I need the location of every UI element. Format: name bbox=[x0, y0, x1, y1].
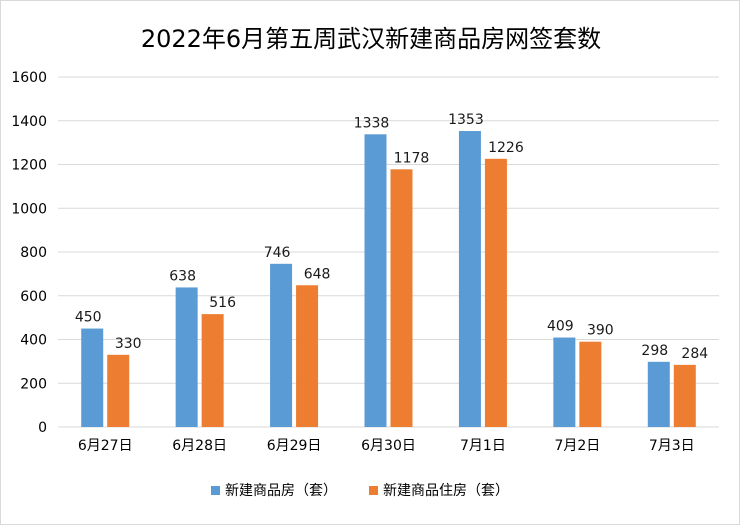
y-tick-label: 0 bbox=[38, 420, 47, 436]
chart-title: 2022年6月第五周武汉新建商品房网签套数 bbox=[140, 25, 602, 53]
x-tick-label: 6月30日 bbox=[361, 438, 416, 454]
y-tick-label: 400 bbox=[20, 333, 47, 349]
y-tick-label: 800 bbox=[20, 245, 47, 261]
bar-series-1 bbox=[647, 361, 670, 427]
gridlines bbox=[58, 76, 719, 428]
data-label: 298 bbox=[641, 343, 668, 359]
y-tick-label: 1600 bbox=[11, 70, 47, 86]
bar-series-2 bbox=[296, 285, 319, 427]
data-label: 390 bbox=[587, 323, 614, 339]
data-label: 1353 bbox=[448, 112, 484, 128]
data-label: 746 bbox=[264, 245, 291, 261]
y-axis-ticks: 0 200 400 600 800 1000 1200 1400 1600 bbox=[11, 70, 47, 436]
bar-series-1 bbox=[553, 337, 576, 427]
bar-series-2 bbox=[484, 158, 507, 427]
y-tick-label: 200 bbox=[20, 376, 47, 392]
y-tick-label: 1200 bbox=[11, 158, 47, 174]
bar-series-2 bbox=[107, 354, 130, 427]
data-label: 638 bbox=[169, 268, 196, 284]
x-axis-ticks: 6月27日 6月28日 6月29日 6月30日 7月1日 7月2日 7月3日 bbox=[78, 438, 695, 454]
x-tick-label: 7月2日 bbox=[554, 438, 600, 454]
bar-series-1 bbox=[270, 263, 293, 427]
data-label: 330 bbox=[115, 336, 142, 352]
bar-series-2 bbox=[201, 314, 224, 427]
y-tick-label: 600 bbox=[20, 289, 47, 305]
x-tick-label: 6月28日 bbox=[172, 438, 227, 454]
x-tick-label: 7月3日 bbox=[649, 438, 695, 454]
legend-swatch bbox=[211, 486, 220, 495]
legend-label: 新建商品房（套） bbox=[225, 483, 337, 499]
x-tick-label: 6月27日 bbox=[78, 438, 133, 454]
bar-series-1 bbox=[458, 131, 481, 427]
data-label: 284 bbox=[681, 346, 708, 362]
data-label: 648 bbox=[304, 266, 331, 282]
legend: 新建商品房（套） 新建商品住房（套） bbox=[211, 483, 509, 499]
data-label: 409 bbox=[547, 319, 574, 335]
data-label: 1338 bbox=[354, 115, 390, 131]
y-tick-label: 1000 bbox=[11, 201, 47, 217]
bar-series-1 bbox=[175, 287, 198, 427]
legend-swatch bbox=[369, 486, 378, 495]
bars bbox=[81, 131, 696, 427]
bar-series-1 bbox=[81, 328, 104, 427]
bar-series-2 bbox=[390, 169, 413, 427]
legend-label: 新建商品住房（套） bbox=[383, 483, 509, 499]
data-label: 450 bbox=[75, 310, 102, 326]
y-tick-label: 1400 bbox=[11, 114, 47, 130]
x-tick-label: 7月1日 bbox=[460, 438, 506, 454]
data-label: 1178 bbox=[394, 150, 430, 166]
x-tick-label: 6月29日 bbox=[267, 438, 322, 454]
bar-series-2 bbox=[673, 364, 696, 427]
data-label: 516 bbox=[209, 295, 236, 311]
bar-series-1 bbox=[364, 134, 387, 427]
bar-series-2 bbox=[579, 341, 602, 427]
data-label: 1226 bbox=[488, 140, 524, 156]
